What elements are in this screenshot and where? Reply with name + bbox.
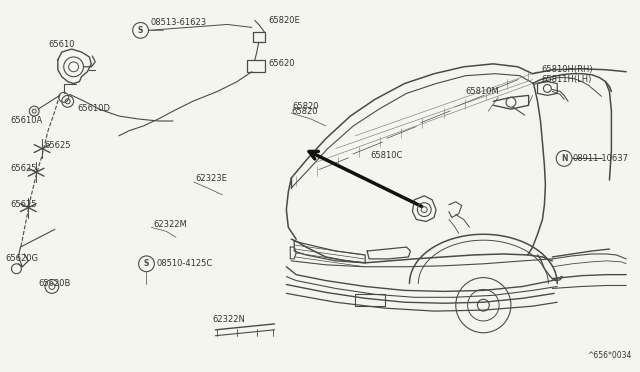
- Text: 65625: 65625: [10, 200, 37, 209]
- Text: 62323E: 62323E: [196, 174, 228, 183]
- Text: 65625: 65625: [44, 141, 70, 150]
- Text: 65625: 65625: [10, 164, 37, 173]
- Text: 65620B: 65620B: [38, 279, 70, 288]
- Text: S: S: [144, 259, 149, 268]
- Text: 65610: 65610: [48, 40, 74, 49]
- Text: 62322N: 62322N: [212, 315, 245, 324]
- Text: ^656*0034: ^656*0034: [587, 351, 631, 360]
- Text: 65820E: 65820E: [269, 16, 300, 25]
- Text: 65810C: 65810C: [370, 151, 403, 160]
- Text: 08510-4125C: 08510-4125C: [156, 259, 212, 268]
- Text: 65811H(LH): 65811H(LH): [541, 75, 592, 84]
- Text: 65620: 65620: [269, 60, 295, 68]
- Bar: [247, 60, 265, 72]
- Text: S: S: [138, 26, 143, 35]
- Text: 65610D: 65610D: [77, 104, 111, 113]
- Text: 65810H(RH): 65810H(RH): [541, 65, 593, 74]
- Text: 08911-10637: 08911-10637: [572, 154, 628, 163]
- Text: N: N: [561, 154, 568, 163]
- Text: 65810M: 65810M: [466, 87, 499, 96]
- Text: 08513-61623: 08513-61623: [150, 18, 207, 27]
- Text: 65820: 65820: [292, 102, 319, 111]
- Text: 65620G: 65620G: [6, 254, 38, 263]
- Text: 65610A: 65610A: [10, 116, 43, 125]
- Text: 62322M: 62322M: [154, 220, 187, 229]
- Text: 65820: 65820: [291, 107, 318, 116]
